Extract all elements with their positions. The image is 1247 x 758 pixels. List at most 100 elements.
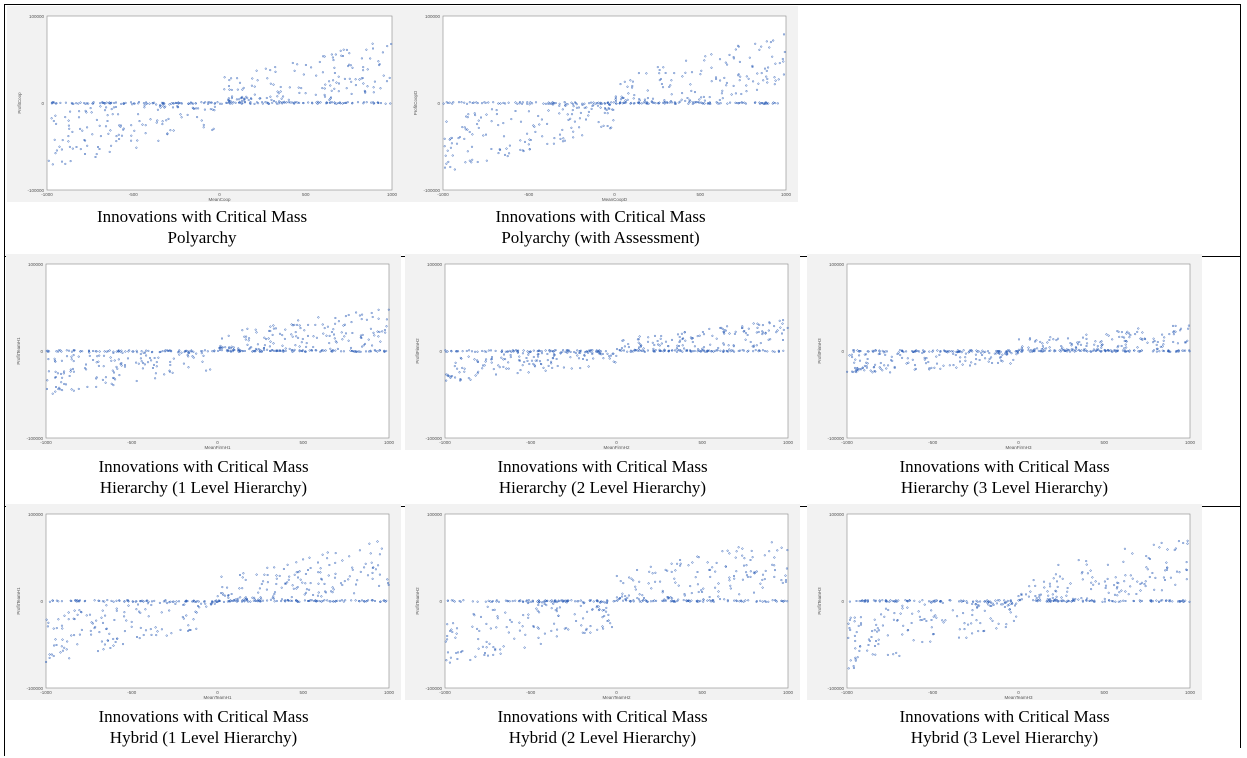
data-point <box>372 566 375 569</box>
data-point <box>1083 349 1086 352</box>
data-point <box>359 350 362 353</box>
data-point <box>470 161 473 164</box>
data-point <box>643 100 646 103</box>
data-point <box>265 96 268 100</box>
data-point <box>356 101 360 104</box>
data-point <box>371 344 374 347</box>
data-point <box>347 313 350 317</box>
data-point <box>1172 333 1175 336</box>
data-point <box>559 351 562 354</box>
data-point <box>688 98 691 101</box>
data-point <box>1103 580 1106 583</box>
data-point <box>579 349 582 352</box>
data-point <box>646 89 649 92</box>
y-tick-label: -100000 <box>425 686 442 691</box>
data-point <box>195 627 198 630</box>
data-point <box>234 101 237 104</box>
data-point <box>1053 349 1056 352</box>
data-point <box>379 87 382 90</box>
data-point <box>385 80 389 83</box>
data-point <box>84 109 87 112</box>
data-point <box>562 366 565 369</box>
data-point <box>113 377 116 380</box>
data-point <box>611 108 614 111</box>
data-point <box>698 334 701 337</box>
data-point <box>233 348 236 352</box>
data-point <box>497 102 500 105</box>
data-point <box>89 629 92 632</box>
data-point <box>145 354 148 357</box>
x-axis-label: MeanCoop <box>208 197 231 202</box>
data-point <box>368 542 371 545</box>
data-point <box>191 106 194 109</box>
data-point <box>721 327 724 330</box>
data-point <box>150 600 154 603</box>
data-point <box>603 111 606 114</box>
data-point <box>350 92 353 95</box>
data-point <box>537 636 540 639</box>
figure-caption: Innovations with Critical Mass Polyarchy … <box>403 206 798 248</box>
data-point <box>178 102 181 105</box>
data-point <box>316 594 320 597</box>
data-point <box>295 335 298 338</box>
data-point <box>130 134 133 137</box>
data-point <box>243 600 246 603</box>
data-point <box>95 118 98 121</box>
data-point <box>273 591 277 594</box>
data-point <box>378 553 381 556</box>
data-point <box>213 105 216 108</box>
data-point <box>706 561 709 564</box>
data-point <box>239 349 242 352</box>
data-point <box>60 350 63 353</box>
data-point <box>1186 542 1189 545</box>
data-point <box>1106 349 1109 352</box>
data-point <box>760 102 763 105</box>
x-tick-label: -500 <box>928 440 938 445</box>
data-point <box>234 598 237 601</box>
data-point <box>328 334 331 337</box>
data-point <box>709 575 712 578</box>
data-point <box>546 599 549 603</box>
data-point <box>98 354 101 357</box>
x-tick-label: -500 <box>526 690 536 695</box>
data-point <box>262 347 265 350</box>
data-point <box>120 362 123 365</box>
data-point <box>214 102 217 105</box>
data-point <box>626 98 629 101</box>
data-point <box>867 638 870 641</box>
data-point <box>290 596 293 599</box>
data-point <box>124 350 127 353</box>
data-point <box>271 101 274 104</box>
data-point <box>358 600 361 603</box>
data-point <box>897 599 900 602</box>
data-point <box>504 611 507 614</box>
data-point <box>298 350 301 353</box>
data-point <box>1005 623 1008 626</box>
data-point <box>537 601 540 604</box>
y-tick-label: -100000 <box>27 188 44 193</box>
data-point <box>171 600 174 603</box>
data-point <box>563 101 566 104</box>
scatter-plot-6: 100000 0 -100000 -1000 -500 0 500 1000 MeanTeamH… <box>6 504 401 700</box>
data-point <box>373 334 376 337</box>
data-point <box>632 102 635 105</box>
data-point <box>1140 337 1143 340</box>
data-point <box>60 359 63 362</box>
data-point <box>972 600 975 603</box>
data-point <box>1039 340 1042 343</box>
data-point <box>560 599 563 602</box>
data-point <box>329 101 332 104</box>
data-point <box>758 349 761 352</box>
data-point <box>247 600 250 603</box>
data-point <box>337 75 340 78</box>
data-point <box>112 376 115 379</box>
data-point <box>745 84 748 87</box>
data-point <box>1152 337 1155 340</box>
data-point <box>659 580 662 583</box>
data-point <box>631 80 634 83</box>
data-point <box>332 59 335 62</box>
data-point <box>963 622 966 625</box>
data-point <box>543 602 546 606</box>
data-point <box>1004 350 1007 353</box>
data-point <box>364 562 367 565</box>
